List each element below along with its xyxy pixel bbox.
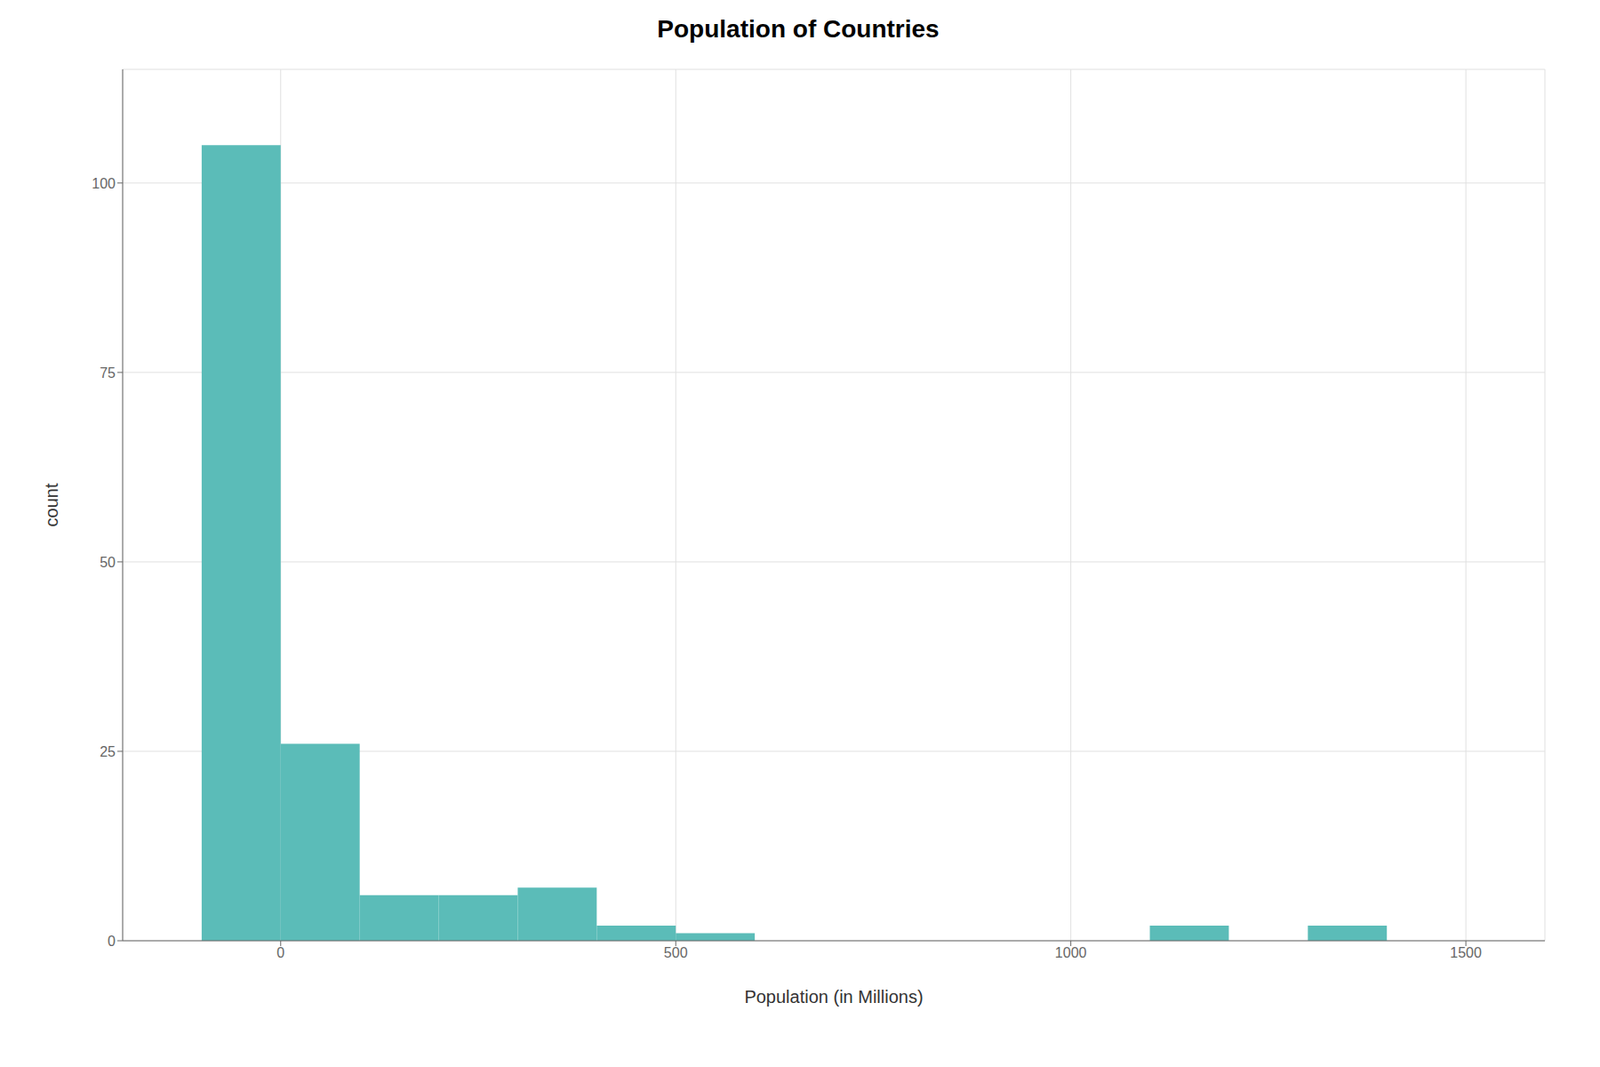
svg-text:75: 75 [99,365,116,381]
svg-text:0: 0 [107,933,116,949]
svg-text:500: 500 [664,944,688,960]
svg-text:100: 100 [91,176,116,192]
svg-text:1000: 1000 [1055,944,1088,960]
svg-text:count: count [41,482,62,527]
svg-text:0: 0 [276,944,285,960]
svg-text:Population (in Millions): Population (in Millions) [744,986,923,1007]
svg-text:50: 50 [99,554,116,570]
svg-text:1500: 1500 [1449,944,1482,960]
html-text:Population of Countries: Population of Countries [657,15,940,43]
svg-text:25: 25 [99,744,116,760]
